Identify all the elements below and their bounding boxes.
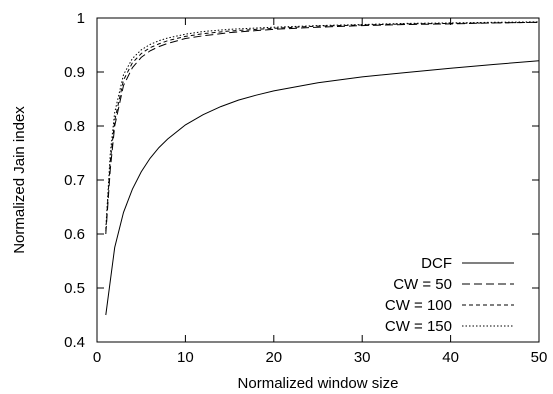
x-tick-label: 30 bbox=[354, 349, 371, 366]
y-tick-label: 0.9 bbox=[64, 64, 85, 81]
series-line-4 bbox=[105, 21, 540, 229]
y-tick-label: 1 bbox=[77, 10, 85, 27]
y-axis-label: Normalized Jain index bbox=[11, 106, 28, 254]
x-tick-label: 50 bbox=[531, 349, 548, 366]
x-tick-label: 10 bbox=[177, 349, 194, 366]
tick-labels: 0 10 20 30 40 50 0.4 0.5 0.6 0.7 0.8 0.9 1 bbox=[64, 10, 547, 366]
x-axis-label: Normalized window size bbox=[238, 375, 399, 392]
series-line-3 bbox=[105, 21, 540, 232]
legend-label-3: CW = 100 bbox=[385, 297, 452, 314]
series-lines bbox=[105, 21, 540, 316]
legend-label-2: CW = 50 bbox=[393, 276, 452, 293]
x-tick-label: 0 bbox=[93, 349, 101, 366]
y-tick-label: 0.8 bbox=[64, 118, 85, 135]
legend-label-1: DCF bbox=[421, 255, 452, 272]
series-line-1 bbox=[105, 60, 540, 316]
y-tick-label: 0.5 bbox=[64, 280, 85, 297]
y-tick-label: 0.4 bbox=[64, 334, 85, 351]
y-tick-label: 0.7 bbox=[64, 172, 85, 189]
x-tick-label: 40 bbox=[442, 349, 459, 366]
series-line-2 bbox=[105, 21, 540, 235]
legend-label-4: CW = 150 bbox=[385, 318, 452, 335]
y-tick-label: 0.6 bbox=[64, 226, 85, 243]
legend: DCF CW = 50 CW = 100 CW = 150 bbox=[385, 255, 514, 335]
x-tick-label: 20 bbox=[265, 349, 282, 366]
